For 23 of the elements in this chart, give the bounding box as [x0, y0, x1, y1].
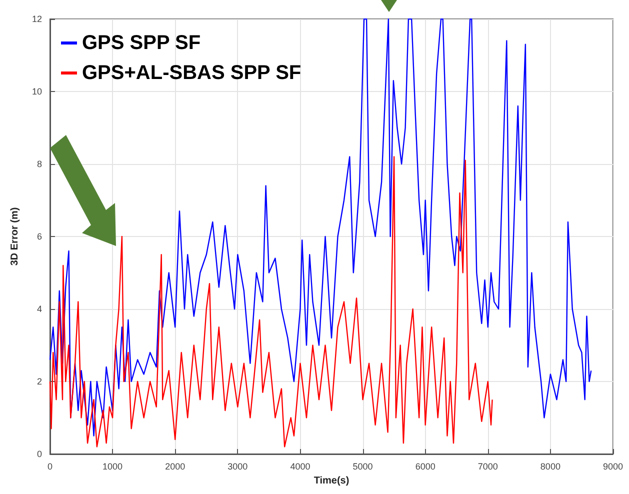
y-tick-label: 12	[32, 14, 42, 24]
y-tick-label: 6	[36, 232, 42, 242]
x-tick-label: 4000	[290, 462, 310, 472]
x-tick-label: 9000	[602, 462, 624, 472]
y-tick-label: 2	[36, 376, 42, 386]
x-tick-label: 8000	[540, 462, 560, 472]
y-axis-title: 3D Error (m)	[10, 207, 20, 266]
x-tick-label: 3000	[228, 462, 248, 472]
legend-label: GPS SPP SF	[82, 32, 201, 54]
x-axis-title: Time(s)	[314, 476, 350, 486]
x-tick-label: 0	[47, 462, 53, 472]
y-tick-label: 8	[36, 159, 42, 169]
x-tick-label: 6000	[415, 462, 436, 472]
y-tick-label: 0	[36, 449, 42, 459]
x-tick-label: 2000	[165, 462, 186, 472]
legend-label: GPS+AL-SBAS SPP SF	[82, 62, 302, 84]
x-tick-label: 5000	[352, 462, 373, 472]
x-tick-label: 7000	[478, 462, 498, 472]
x-tick-label: 1000	[102, 462, 123, 472]
line-series	[49, 156, 493, 448]
y-tick-label: 4	[36, 304, 42, 314]
line-series	[49, 18, 592, 436]
y-tick-label: 10	[32, 86, 42, 96]
